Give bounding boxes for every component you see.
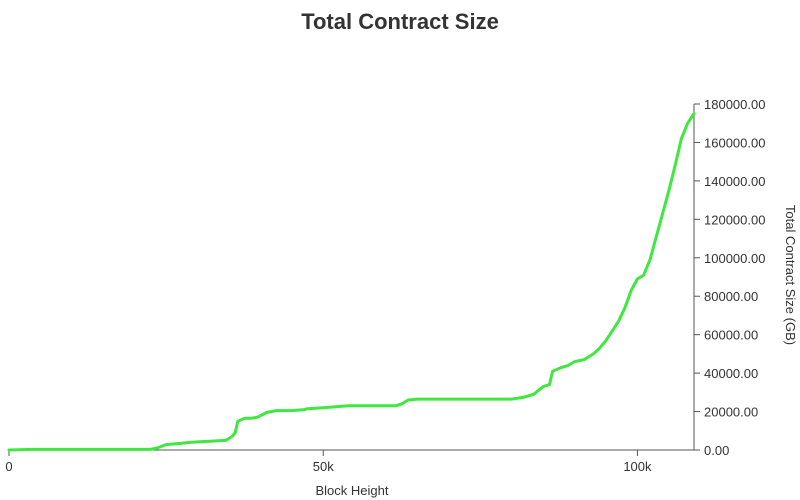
y-tick-label: 80000.00 [704,289,758,304]
y-tick-label: 180000.00 [704,97,765,112]
x-axis-label: Block Height [316,483,389,498]
y-tick-label: 0.00 [704,443,729,458]
x-tick-label: 100k [623,459,652,474]
x-tick-label: 50k [313,459,334,474]
y-tick-label: 40000.00 [704,366,758,381]
y-tick-label: 160000.00 [704,135,765,150]
series-line [7,112,696,452]
y-tick-label: 20000.00 [704,405,758,420]
chart-title: Total Contract Size [301,9,499,34]
y-tick-label: 140000.00 [704,174,765,189]
x-axis-ticks: 0 50k 100k [5,450,652,474]
y-axis-label: Total Contract Size (GB) [783,205,798,345]
y-tick-label: 60000.00 [704,328,758,343]
y-tick-label: 120000.00 [704,212,765,227]
x-tick-label: 0 [5,459,12,474]
y-tick-label: 100000.00 [704,251,765,266]
y-axis-ticks: 0.00 20000.00 40000.00 60000.00 80000.00 1000… [694,97,765,458]
